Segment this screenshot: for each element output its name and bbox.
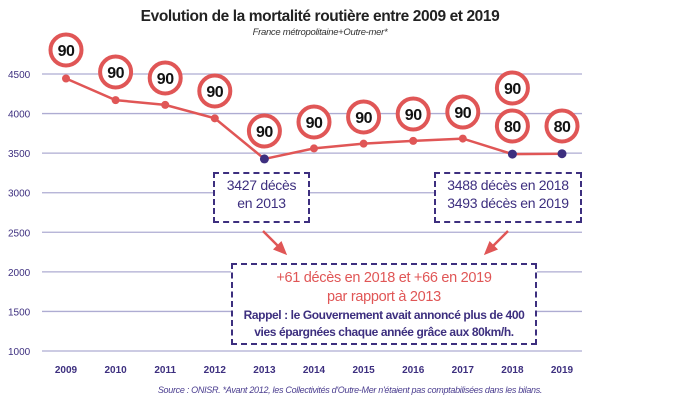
annotation-line: 3493 décès en 2019 <box>447 195 569 211</box>
speed-limit-value: 90 <box>157 71 174 88</box>
x-tick-label: 2010 <box>104 365 127 376</box>
y-tick-label: 1000 <box>8 347 31 358</box>
speed-limit-sign-icon <box>147 60 183 96</box>
speed-limit-value: 90 <box>107 65 124 82</box>
annotation-line: vies épargnées chaque année grâce aux 80… <box>254 325 514 339</box>
annotation-box-2013: 3427 décès en 2013 <box>213 172 310 223</box>
speed-limit-sign-icon <box>346 99 382 135</box>
data-point <box>359 139 368 148</box>
y-tick-label: 2000 <box>8 268 31 279</box>
data-point <box>161 100 170 109</box>
x-tick-label: 2013 <box>253 365 276 376</box>
speed-limit-sign-icon <box>98 54 134 90</box>
speed-limit-value: 80 <box>554 119 571 136</box>
x-tick-label: 2018 <box>501 365 524 376</box>
annotation-line: par rapport à 2013 <box>327 289 441 305</box>
speed-limit-sign-icon <box>48 32 84 68</box>
chart-subtitle: France métropolitaine+Outre-mer* <box>252 27 388 38</box>
speed-limit-sign-icon <box>494 108 530 144</box>
data-point <box>62 74 70 83</box>
speed-limit-sign-icon <box>395 96 431 132</box>
data-point <box>310 144 318 153</box>
speed-limit-sign-icon <box>544 108 580 144</box>
annotation-line: en 2013 <box>237 195 286 211</box>
speed-limit-sign-icon <box>445 94 481 130</box>
speed-limit-sign-icon <box>296 104 332 140</box>
data-point <box>111 96 120 105</box>
chart-title: Evolution de la mortalité routière entre… <box>140 8 500 25</box>
y-tick-label: 3000 <box>8 189 31 200</box>
annotation-line: Rappel : le Gouvernement avait annoncé p… <box>243 308 525 322</box>
y-tick-label: 4000 <box>8 110 31 121</box>
y-tick-label: 3500 <box>8 149 31 160</box>
x-tick-label: 2012 <box>204 365 227 376</box>
data-point <box>557 149 567 159</box>
data-point <box>259 154 269 164</box>
y-tick-label: 2500 <box>8 228 31 239</box>
source-note: Source : ONISR. *Avant 2012, les Collect… <box>157 385 543 395</box>
x-tick-label: 2016 <box>402 365 425 376</box>
x-tick-label: 2014 <box>303 365 326 376</box>
speed-limit-value: 80 <box>504 119 521 136</box>
x-tick-label: 2011 <box>154 365 176 376</box>
data-point <box>458 134 467 143</box>
y-tick-label: 4500 <box>8 70 31 81</box>
x-tick-label: 2019 <box>551 365 574 376</box>
arrow-head-icon <box>483 240 499 256</box>
speed-limit-value: 90 <box>405 107 422 124</box>
speed-limit-value: 90 <box>306 115 323 132</box>
arrow-head-icon <box>272 240 288 256</box>
x-tick-label: 2015 <box>352 365 375 376</box>
annotation-box-2018-2019: 3488 décès en 2018 3493 décès en 2019 <box>434 172 582 223</box>
annotation-line: 3488 décès en 2018 <box>447 177 569 193</box>
annotation-box-comparison: +61 décès en 2018 et +66 en 2019 par rap… <box>231 263 537 345</box>
data-point <box>210 114 219 123</box>
data-point <box>409 136 418 145</box>
speed-limit-value: 90 <box>504 81 521 98</box>
speed-limit-value: 90 <box>58 43 75 60</box>
data-point <box>507 149 517 159</box>
speed-limit-value: 90 <box>454 105 471 122</box>
speed-limit-sign-icon <box>246 113 282 149</box>
annotation-line: +61 décès en 2018 et +66 en 2019 <box>276 270 492 286</box>
x-tick-label: 2009 <box>55 365 78 376</box>
annotation-line: 3427 décès <box>226 177 297 193</box>
speed-limit-sign-icon <box>494 70 530 106</box>
speed-limit-sign-icon <box>197 73 233 109</box>
x-tick-label: 2017 <box>452 365 475 376</box>
speed-limit-value: 90 <box>206 84 223 101</box>
y-tick-label: 1500 <box>8 307 31 318</box>
speed-limit-value: 90 <box>256 124 273 141</box>
speed-limit-value: 90 <box>355 110 372 127</box>
